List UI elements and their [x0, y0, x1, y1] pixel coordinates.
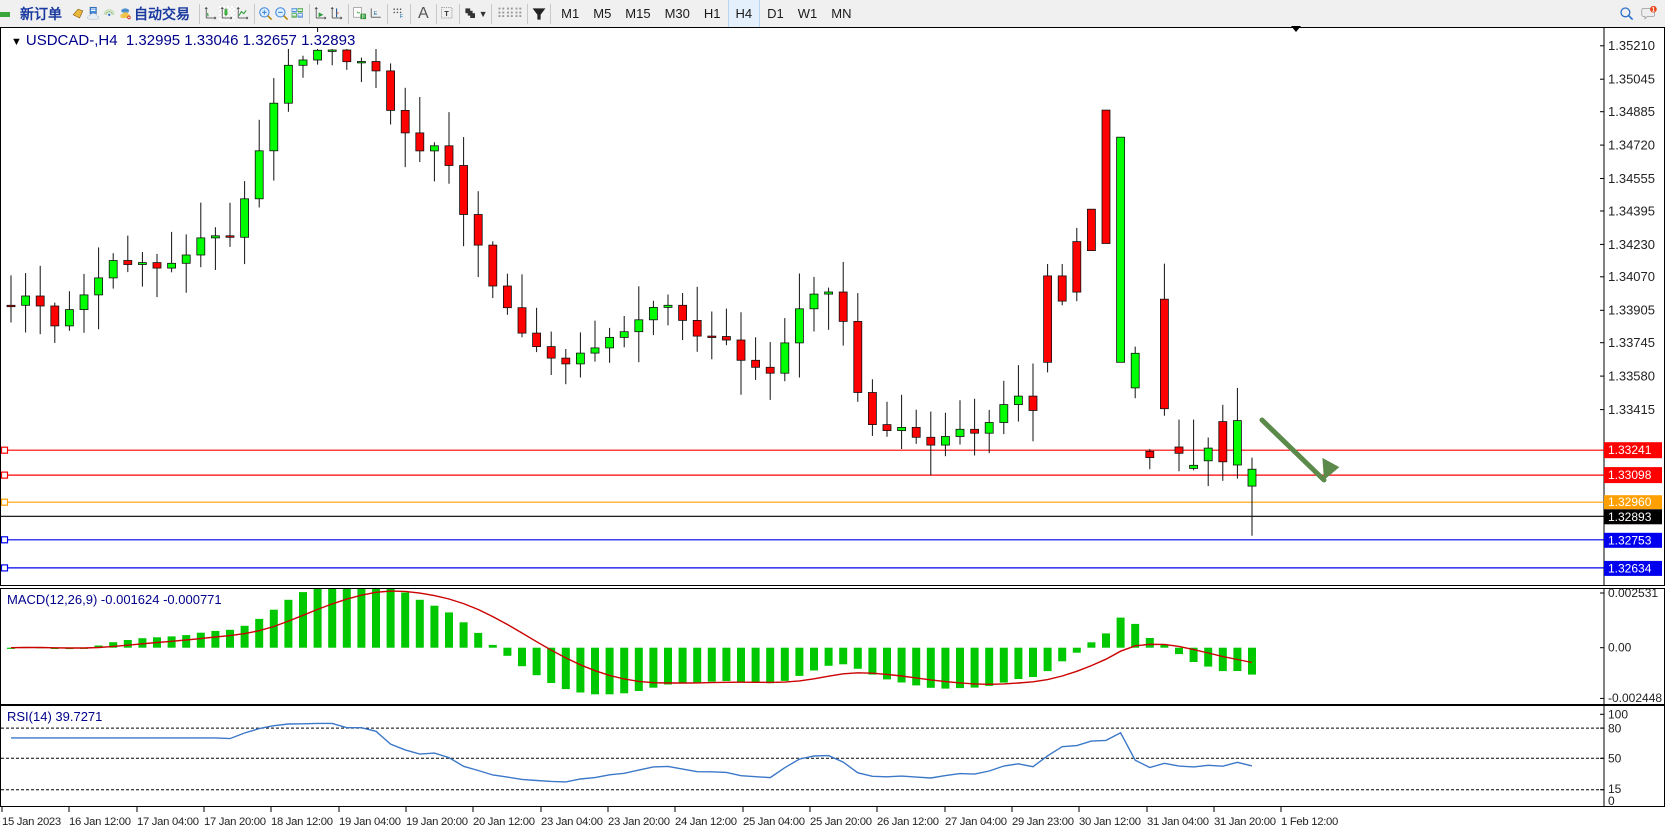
svg-text:26 Jan 12:00: 26 Jan 12:00 — [877, 816, 939, 828]
svg-text:1 Feb 12:00: 1 Feb 12:00 — [1281, 816, 1338, 828]
svg-text:31 Jan 04:00: 31 Jan 04:00 — [1147, 816, 1209, 828]
svg-text:-0.002448: -0.002448 — [1608, 691, 1662, 705]
svg-text:15 Jan 2023: 15 Jan 2023 — [2, 816, 61, 828]
svg-text:0.00: 0.00 — [1608, 641, 1632, 655]
svg-text:20 Jan 12:00: 20 Jan 12:00 — [473, 816, 535, 828]
svg-text:23 Jan 20:00: 23 Jan 20:00 — [608, 816, 670, 828]
svg-text:17 Jan 20:00: 17 Jan 20:00 — [204, 816, 266, 828]
svg-text:80: 80 — [1608, 721, 1622, 735]
svg-text:19 Jan 20:00: 19 Jan 20:00 — [406, 816, 468, 828]
svg-text:F: F — [400, 14, 404, 20]
svg-text:23 Jan 04:00: 23 Jan 04:00 — [541, 816, 603, 828]
svg-text:0.002531: 0.002531 — [1608, 589, 1658, 600]
svg-text:25 Jan 20:00: 25 Jan 20:00 — [810, 816, 872, 828]
svg-text:29 Jan 23:00: 29 Jan 23:00 — [1012, 816, 1074, 828]
svg-text:50: 50 — [1608, 752, 1622, 766]
svg-text:31 Jan 20:00: 31 Jan 20:00 — [1214, 816, 1276, 828]
svg-text:T: T — [444, 9, 449, 18]
svg-text:24 Jan 12:00: 24 Jan 12:00 — [675, 816, 737, 828]
svg-text:100: 100 — [1608, 708, 1628, 722]
svg-text:0: 0 — [1608, 794, 1615, 807]
svg-text:19 Jan 04:00: 19 Jan 04:00 — [339, 816, 401, 828]
svg-text:25 Jan 04:00: 25 Jan 04:00 — [743, 816, 805, 828]
svg-text:27 Jan 04:00: 27 Jan 04:00 — [945, 816, 1007, 828]
svg-text:18 Jan 12:00: 18 Jan 12:00 — [271, 816, 333, 828]
svg-text:30 Jan 12:00: 30 Jan 12:00 — [1079, 816, 1141, 828]
svg-text:17 Jan 04:00: 17 Jan 04:00 — [137, 816, 199, 828]
svg-text:E: E — [374, 10, 378, 16]
svg-text:16 Jan 12:00: 16 Jan 12:00 — [69, 816, 131, 828]
